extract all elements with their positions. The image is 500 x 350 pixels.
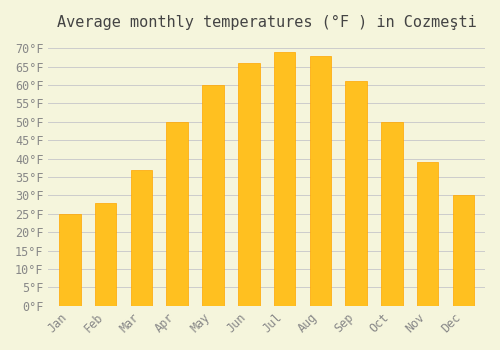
Bar [95,203,116,306]
Bar [381,122,402,306]
Bar [202,85,224,306]
Bar [310,56,331,306]
Bar [274,52,295,306]
Bar [238,63,260,306]
Bar [166,122,188,306]
Bar [453,195,474,306]
Bar [130,170,152,306]
Bar [59,214,80,306]
Bar [417,162,438,306]
Bar [346,82,367,306]
Title: Average monthly temperatures (°F ) in Cozmeşti: Average monthly temperatures (°F ) in Co… [57,15,476,30]
